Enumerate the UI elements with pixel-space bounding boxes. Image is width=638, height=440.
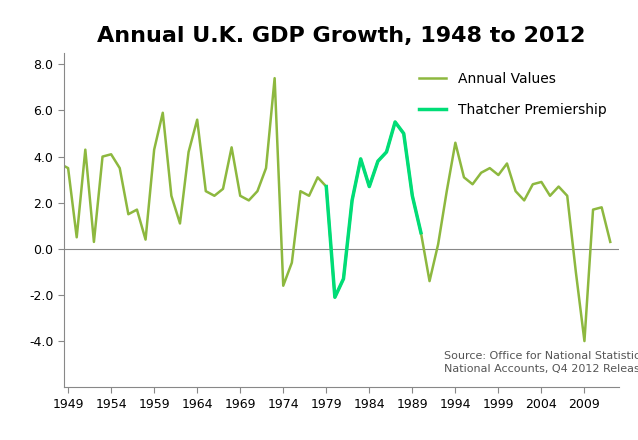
Text: Source: Office for National Statistics - Quarterly
National Accounts, Q4 2012 Re: Source: Office for National Statistics -… bbox=[444, 351, 638, 374]
Thatcher Premiership bbox=[339, 276, 347, 282]
Thatcher Premiership bbox=[322, 184, 330, 189]
Annual Values bbox=[271, 76, 278, 81]
Annual Values bbox=[56, 161, 63, 166]
Annual Values bbox=[185, 149, 193, 154]
Thatcher Premiership bbox=[391, 119, 399, 125]
Annual Values bbox=[590, 207, 597, 212]
Legend: Annual Values, Thatcher Premiership: Annual Values, Thatcher Premiership bbox=[413, 66, 612, 122]
Thatcher Premiership bbox=[383, 149, 390, 154]
Thatcher Premiership bbox=[417, 230, 425, 235]
Annual Values bbox=[538, 180, 545, 185]
Annual Values bbox=[297, 188, 304, 194]
Title: Annual U.K. GDP Growth, 1948 to 2012: Annual U.K. GDP Growth, 1948 to 2012 bbox=[97, 26, 586, 46]
Line: Thatcher Premiership: Thatcher Premiership bbox=[326, 122, 421, 297]
Thatcher Premiership bbox=[331, 295, 339, 300]
Thatcher Premiership bbox=[400, 131, 408, 136]
Annual Values bbox=[348, 198, 356, 203]
Thatcher Premiership bbox=[366, 184, 373, 189]
Thatcher Premiership bbox=[348, 198, 356, 203]
Annual Values bbox=[607, 239, 614, 245]
Thatcher Premiership bbox=[374, 158, 382, 164]
Line: Annual Values: Annual Values bbox=[59, 78, 611, 341]
Annual Values bbox=[219, 186, 227, 191]
Thatcher Premiership bbox=[408, 193, 416, 198]
Annual Values bbox=[581, 338, 588, 344]
Thatcher Premiership bbox=[357, 156, 364, 161]
